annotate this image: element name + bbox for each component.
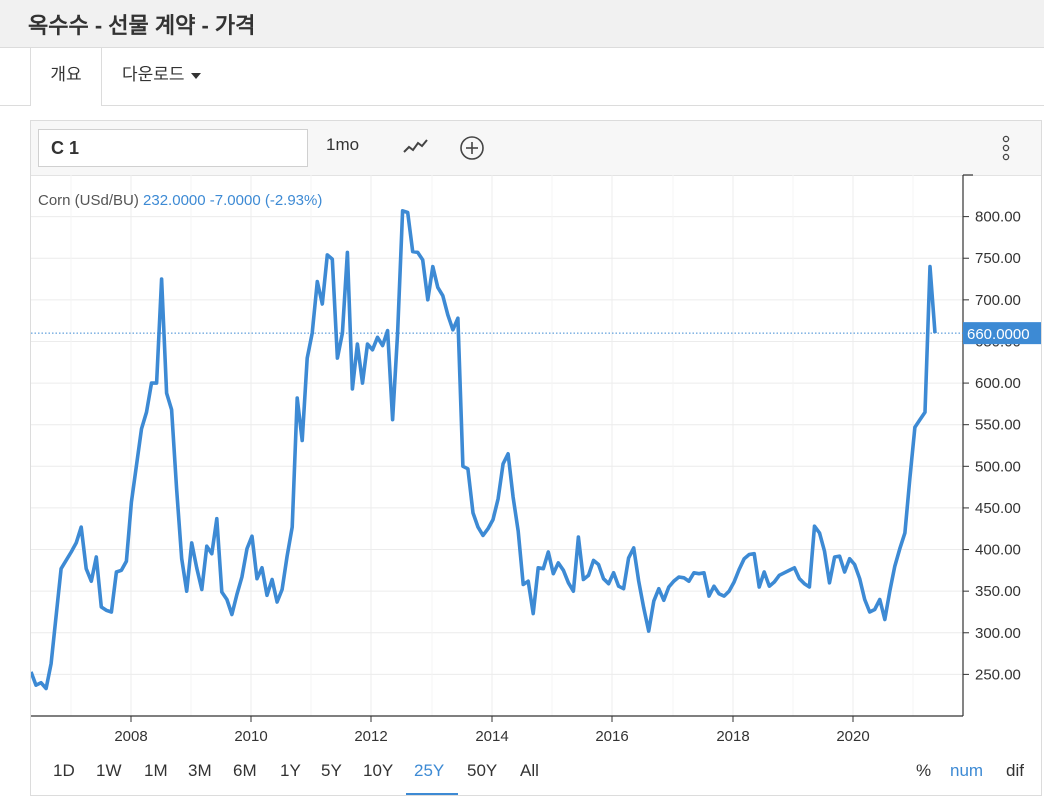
legend-change-pct: (-2.93%) — [264, 192, 323, 209]
y-tick-label: 350.00 — [975, 583, 1021, 600]
y-tick-label: 800.00 — [975, 209, 1021, 226]
price-series-line — [31, 209, 937, 691]
range-button-25y[interactable]: 25Y — [414, 761, 445, 780]
tab-bar: 개요 다운로드 — [0, 48, 1044, 106]
tab-overview[interactable]: 개요 — [30, 48, 102, 106]
y-tick-label: 700.00 — [975, 292, 1021, 309]
legend-name: Corn (USd/BU) — [38, 192, 139, 209]
x-tick-label: 2016 — [595, 728, 628, 745]
legend-change: -7.0000 — [209, 192, 261, 209]
y-tick-label: 400.00 — [975, 542, 1021, 559]
y-tick-label: 250.00 — [975, 666, 1021, 683]
x-tick-label: 2020 — [836, 728, 869, 745]
y-tick-label: 450.00 — [975, 500, 1021, 517]
range-button-1m[interactable]: 1M — [144, 761, 168, 780]
vertical-ellipsis-icon[interactable] — [1001, 135, 1011, 163]
range-button-10y[interactable]: 10Y — [363, 761, 394, 780]
mode-button-percent[interactable]: % — [916, 761, 932, 780]
mode-button-num[interactable]: num — [950, 761, 984, 780]
x-tick-label: 2014 — [475, 728, 508, 745]
range-button-6m[interactable]: 6M — [233, 761, 257, 780]
x-tick-label: 2010 — [234, 728, 267, 745]
range-button-1d[interactable]: 1D — [53, 761, 75, 780]
line-chart-icon[interactable] — [403, 137, 429, 157]
x-tick-label: 2018 — [716, 728, 749, 745]
range-selector: 1D 1W 1M 3M 6M 1Y 5Y 10Y 25Y 50Y All% num dif — [31, 757, 1041, 795]
range-button-1y[interactable]: 1Y — [280, 761, 301, 780]
current-price-tag — [963, 322, 1041, 345]
tab-download-label: 다운로드 — [122, 65, 185, 84]
tab-download[interactable]: 다운로드 — [122, 48, 201, 106]
y-tick-label: 550.00 — [975, 417, 1021, 434]
interval-button[interactable]: 1mo — [326, 135, 360, 154]
chart-panel: 1mo 250.00 300.00 350.00 400.00 450.00 500.00… — [30, 120, 1042, 796]
mode-button-dif[interactable]: dif — [1006, 761, 1024, 780]
range-button-all[interactable]: All — [520, 761, 539, 780]
x-tick-label: 2012 — [354, 728, 387, 745]
symbol-input[interactable] — [38, 129, 308, 167]
x-tick-label: 2008 — [114, 728, 147, 745]
page-title: 옥수수 - 선물 계약 - 가격 — [28, 13, 256, 38]
chart-legend: Corn (USd/BU) 232.0000 -7.0000 (-2.93%) — [38, 192, 322, 209]
current-price-label: 660.0000 — [967, 326, 1030, 343]
plus-circle-icon[interactable] — [459, 135, 485, 161]
range-button-50y[interactable]: 50Y — [467, 761, 498, 780]
chart-toolbar: 1mo — [31, 121, 1041, 176]
y-tick-label: 600.00 — [975, 375, 1021, 392]
title-bar: 옥수수 - 선물 계약 - 가격 — [0, 0, 1044, 48]
y-tick-label: 300.00 — [975, 625, 1021, 642]
legend-price: 232.0000 — [143, 192, 206, 209]
range-button-1w[interactable]: 1W — [96, 761, 122, 780]
active-range-underline — [406, 793, 458, 795]
y-tick-label: 750.00 — [975, 250, 1021, 267]
price-chart[interactable]: 250.00 300.00 350.00 400.00 450.00 500.00 550.… — [31, 121, 1041, 757]
y-tick-label: 500.00 — [975, 458, 1021, 475]
range-button-3m[interactable]: 3M — [188, 761, 212, 780]
caret-down-icon — [190, 72, 201, 79]
range-button-5y[interactable]: 5Y — [321, 761, 342, 780]
